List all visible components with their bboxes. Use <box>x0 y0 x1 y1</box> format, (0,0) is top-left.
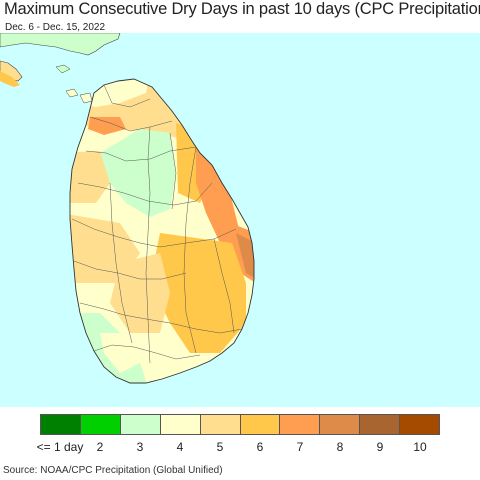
legend-swatch-5 <box>200 415 241 434</box>
district-boundaries <box>71 84 243 364</box>
legend-label-3: 3 <box>136 440 144 454</box>
legend-swatch-7 <box>280 415 321 434</box>
legend-label-4: 4 <box>176 440 184 454</box>
legend-labels: <= 1 day 2 3 4 5 6 7 8 9 10 <box>36 440 440 454</box>
legend-label-5: 5 <box>216 440 224 454</box>
legend-label-7: 7 <box>296 440 304 454</box>
map-title: Maximum Consecutive Dry Days in past 10 … <box>4 0 480 18</box>
map-panel <box>0 33 480 407</box>
legend-label-1: <= 1 day <box>36 440 84 454</box>
legend-swatch-1 <box>41 415 81 434</box>
source-attribution: Source: NOAA/CPC Precipitation (Global U… <box>3 465 223 476</box>
legend-label-6: 6 <box>256 440 264 454</box>
legend-swatch-8 <box>320 415 361 434</box>
island-2 <box>65 88 79 98</box>
map-svg <box>0 33 480 407</box>
legend-swatch-9 <box>360 415 401 434</box>
date-range-subtitle: Dec. 6 - Dec. 15, 2022 <box>5 22 106 33</box>
legend-swatch-2 <box>80 415 121 434</box>
legend-swatch-6 <box>240 415 281 434</box>
island-1 <box>55 64 71 74</box>
legend-swatch-4 <box>160 415 201 434</box>
legend-color-bar <box>40 414 440 435</box>
legend-swatch-10 <box>400 415 440 434</box>
india-coast-orange <box>0 71 20 87</box>
sri-lanka-outline <box>69 78 255 384</box>
legend-label-8: 8 <box>336 440 344 454</box>
legend-label-10: 10 <box>413 440 427 454</box>
india-mainland-north <box>0 33 121 56</box>
legend-label-9: 9 <box>376 440 384 454</box>
legend-label-2: 2 <box>96 440 104 454</box>
legend-swatch-3 <box>120 415 161 434</box>
